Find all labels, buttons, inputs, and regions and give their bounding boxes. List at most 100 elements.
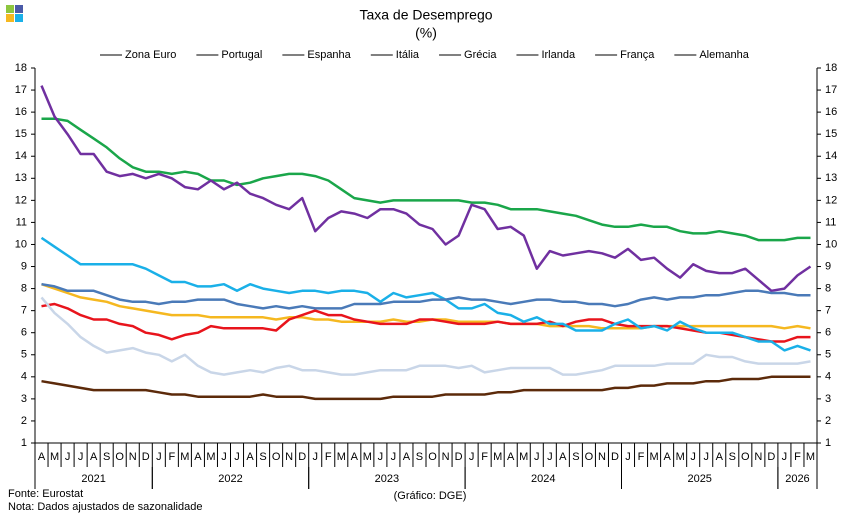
logo <box>15 14 23 22</box>
x-tick-label: A <box>90 451 98 463</box>
y-tick-label: 10 <box>15 238 27 250</box>
x-tick-label: J <box>391 451 397 463</box>
x-tick-label: N <box>754 451 762 463</box>
x-tick-label: F <box>638 451 645 463</box>
legend-label: França <box>620 49 655 61</box>
y2-tick-label: 13 <box>825 172 837 184</box>
x-tick-label: F <box>325 451 332 463</box>
x-tick-label: M <box>676 451 685 463</box>
y2-tick-label: 2 <box>825 415 831 427</box>
y-tick-label: 6 <box>21 327 27 339</box>
x-tick-label: S <box>259 451 266 463</box>
x-tick-label: J <box>782 451 788 463</box>
x-tick-label: J <box>625 451 631 463</box>
x-tick-label: S <box>416 451 423 463</box>
logo <box>6 14 14 22</box>
x-tick-label: J <box>534 451 540 463</box>
chart-subtitle: (%) <box>415 25 437 41</box>
y-tick-label: 15 <box>15 128 27 140</box>
y-tick-label: 3 <box>21 393 27 405</box>
x-tick-label: A <box>716 451 724 463</box>
x-group-label: 2026 <box>785 473 809 485</box>
logo <box>15 5 23 13</box>
chart-title: Taxa de Desemprego <box>359 7 492 23</box>
credit: (Gráfico: DGE) <box>394 490 467 502</box>
x-tick-label: A <box>246 451 254 463</box>
x-tick-label: F <box>168 451 175 463</box>
x-tick-label: J <box>547 451 553 463</box>
y2-tick-label: 15 <box>825 128 837 140</box>
y-tick-label: 7 <box>21 305 27 317</box>
x-tick-label: A <box>507 451 515 463</box>
x-tick-label: J <box>65 451 71 463</box>
x-group-label: 2024 <box>531 473 555 485</box>
x-tick-label: F <box>481 451 488 463</box>
y2-tick-label: 7 <box>825 305 831 317</box>
series-line <box>40 236 811 352</box>
y2-tick-label: 12 <box>825 194 837 206</box>
y2-tick-label: 1 <box>825 437 831 449</box>
y-tick-label: 5 <box>21 349 27 361</box>
x-tick-label: M <box>363 451 372 463</box>
y2-tick-label: 14 <box>825 150 837 162</box>
x-tick-label: D <box>298 451 306 463</box>
y2-tick-label: 11 <box>825 216 836 228</box>
y2-tick-label: 17 <box>825 84 837 96</box>
legend-label: Zona Euro <box>125 49 176 61</box>
x-tick-label: O <box>272 451 281 463</box>
series-line <box>40 85 812 293</box>
legend-label: Alemanha <box>699 49 749 61</box>
y-tick-label: 14 <box>15 150 27 162</box>
legend-label: Portugal <box>221 49 262 61</box>
series-line <box>40 296 811 376</box>
y2-tick-label: 8 <box>825 282 831 294</box>
y2-tick-label: 9 <box>825 260 831 272</box>
x-tick-label: A <box>351 451 359 463</box>
x-tick-label: J <box>690 451 696 463</box>
x-tick-label: A <box>559 451 567 463</box>
x-tick-label: J <box>234 451 240 463</box>
x-tick-label: M <box>649 451 658 463</box>
y2-tick-label: 5 <box>825 349 831 361</box>
x-tick-label: N <box>285 451 293 463</box>
x-tick-label: A <box>663 451 671 463</box>
x-tick-label: O <box>585 451 594 463</box>
x-tick-label: M <box>806 451 815 463</box>
x-tick-label: J <box>312 451 318 463</box>
y-tick-label: 16 <box>15 106 27 118</box>
x-tick-label: J <box>156 451 162 463</box>
x-tick-label: D <box>142 451 150 463</box>
x-tick-label: D <box>767 451 775 463</box>
y-tick-label: 12 <box>15 194 27 206</box>
x-tick-label: A <box>194 451 202 463</box>
legend-label: Itália <box>396 49 420 61</box>
x-tick-label: J <box>221 451 227 463</box>
series-line <box>41 117 811 242</box>
x-tick-label: S <box>103 451 110 463</box>
y-tick-label: 11 <box>16 216 27 228</box>
x-tick-label: J <box>469 451 475 463</box>
series-line <box>41 282 811 310</box>
x-group-label: 2022 <box>218 473 242 485</box>
y2-tick-label: 4 <box>825 371 831 383</box>
x-tick-label: O <box>115 451 124 463</box>
x-tick-label: A <box>38 451 46 463</box>
series-line <box>41 283 811 330</box>
y2-tick-label: 3 <box>825 393 831 405</box>
note: Nota: Dados ajustados de sazonalidade <box>8 501 202 513</box>
x-tick-label: S <box>572 451 579 463</box>
x-tick-label: D <box>611 451 619 463</box>
x-tick-label: J <box>78 451 84 463</box>
x-tick-label: M <box>50 451 59 463</box>
y-tick-label: 17 <box>15 84 27 96</box>
x-tick-label: N <box>442 451 450 463</box>
y2-tick-label: 16 <box>825 106 837 118</box>
x-tick-label: O <box>428 451 437 463</box>
x-tick-label: J <box>378 451 384 463</box>
x-tick-label: O <box>741 451 750 463</box>
x-tick-label: M <box>180 451 189 463</box>
series-line <box>41 375 811 401</box>
x-group-label: 2023 <box>375 473 399 485</box>
legend-label: Espanha <box>307 49 351 61</box>
